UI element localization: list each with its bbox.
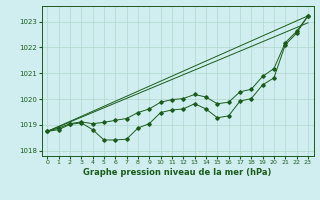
X-axis label: Graphe pression niveau de la mer (hPa): Graphe pression niveau de la mer (hPa) [84, 168, 272, 177]
